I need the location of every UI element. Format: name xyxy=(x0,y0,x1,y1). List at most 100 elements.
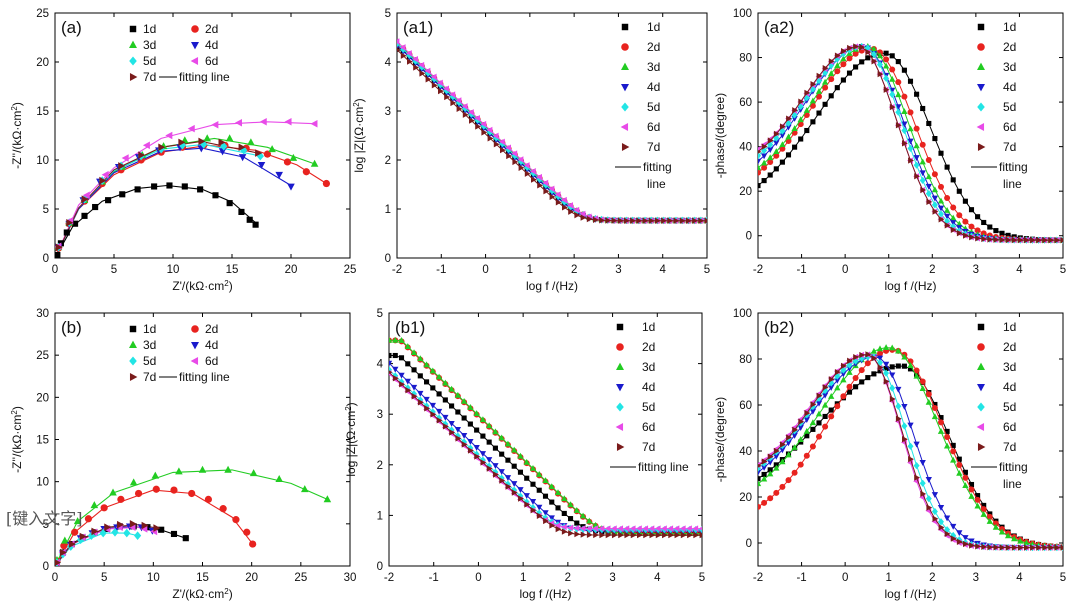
legend-marker-5d xyxy=(129,356,137,366)
legend-label-3d: 3d xyxy=(642,360,655,374)
point-1d xyxy=(846,70,853,76)
y-tick-label: 20 xyxy=(36,57,49,69)
point-1d xyxy=(804,127,810,134)
point-7d xyxy=(908,455,914,463)
point-7d xyxy=(969,234,975,241)
legend-marker-7d xyxy=(129,73,138,81)
point-3d xyxy=(919,385,926,392)
point-2d xyxy=(931,171,938,178)
point-2d xyxy=(944,195,951,202)
point-5d xyxy=(785,119,792,127)
point-3d xyxy=(797,436,804,443)
point-3d xyxy=(486,422,493,429)
point-1d xyxy=(411,367,417,373)
point-3d xyxy=(1004,532,1012,539)
point-7d xyxy=(841,362,847,370)
point-7d xyxy=(969,542,975,549)
point-5d xyxy=(87,531,95,540)
legend-label-3d: 3d xyxy=(1003,60,1016,74)
point-7d xyxy=(679,217,686,224)
point-7d xyxy=(555,525,562,533)
point-3d xyxy=(1023,539,1030,546)
point-2d xyxy=(974,227,981,234)
legend-marker-4d xyxy=(621,83,629,92)
x-tick-label: 20 xyxy=(245,572,258,584)
point-2d xyxy=(243,528,251,536)
point-7d xyxy=(407,58,413,65)
panel-label: (b1) xyxy=(395,318,425,337)
legend-marker-1d xyxy=(129,325,137,333)
point-7d xyxy=(487,135,494,142)
fit-line-7d xyxy=(758,353,1063,549)
point-6d xyxy=(492,132,499,139)
point-1d xyxy=(151,183,158,190)
point-1d xyxy=(773,166,779,172)
legend-label-1d: 1d xyxy=(1003,20,1016,34)
point-7d xyxy=(561,528,568,535)
legend-marker-2d xyxy=(191,325,199,333)
point-3d xyxy=(224,465,232,473)
point-3d xyxy=(435,373,443,380)
point-5d xyxy=(840,366,847,374)
legend-label-4d: 4d xyxy=(205,338,218,352)
legend-marker-1d xyxy=(977,323,985,331)
point-5d xyxy=(417,396,424,404)
point-7d xyxy=(618,531,625,539)
point-6d xyxy=(560,523,567,531)
fit-line-3d xyxy=(55,137,315,258)
plot-area xyxy=(758,344,1063,552)
point-7d xyxy=(389,370,393,375)
point-4d xyxy=(773,453,780,460)
legend-label-6d: 6d xyxy=(205,54,218,68)
point-3d xyxy=(773,464,780,471)
point-2d xyxy=(791,469,798,476)
point-7d xyxy=(920,186,927,194)
point-1d xyxy=(932,136,938,142)
point-3d xyxy=(1011,535,1018,542)
point-7d xyxy=(524,501,531,508)
point-7d xyxy=(981,543,988,551)
point-7d xyxy=(586,531,593,539)
point-2d xyxy=(974,496,981,503)
legend-marker-6d xyxy=(190,357,199,365)
point-7d xyxy=(543,188,550,195)
point-6d xyxy=(480,120,487,128)
point-7d xyxy=(932,515,939,522)
point-3d xyxy=(907,125,914,132)
point-7d xyxy=(55,243,63,251)
y-tick-label: 15 xyxy=(36,106,49,118)
point-2d xyxy=(170,486,178,494)
point-7d xyxy=(399,381,405,388)
panel-a: 0 5 10 15 20 25 0 5 10 15 20 25 Z'/(kΩ·cm2) -Z''/(kΩ·… xyxy=(10,8,357,293)
point-3d xyxy=(834,62,841,69)
x-axis-title: Z'/(kΩ·cm2) xyxy=(172,279,232,294)
point-1d xyxy=(392,352,398,359)
y-tick-label: 5 xyxy=(43,519,49,531)
point-7d xyxy=(674,531,681,539)
point-6d xyxy=(412,55,418,63)
point-5d xyxy=(919,479,926,487)
point-2d xyxy=(992,520,999,527)
point-6d xyxy=(698,526,702,531)
point-3d xyxy=(974,502,981,509)
legend-marker-2d xyxy=(977,343,985,351)
point-1d xyxy=(767,467,773,473)
x-axis-title: log f /(Hz) xyxy=(884,587,936,601)
point-7d xyxy=(599,217,606,224)
point-3d xyxy=(300,485,309,493)
panel-label: (b) xyxy=(61,318,82,337)
point-7d xyxy=(667,217,674,224)
point-4d xyxy=(779,447,786,454)
legend-marker-7d xyxy=(621,143,630,151)
point-6d xyxy=(399,44,406,51)
point-7d xyxy=(68,540,76,548)
point-3d xyxy=(962,482,969,488)
point-7d xyxy=(687,531,693,539)
point-1d xyxy=(889,364,895,370)
point-3d xyxy=(779,141,786,148)
point-7d xyxy=(178,138,186,147)
point-1d xyxy=(238,208,245,215)
point-5d xyxy=(474,116,481,124)
plot-frame xyxy=(757,12,1064,259)
point-3d xyxy=(275,474,283,483)
